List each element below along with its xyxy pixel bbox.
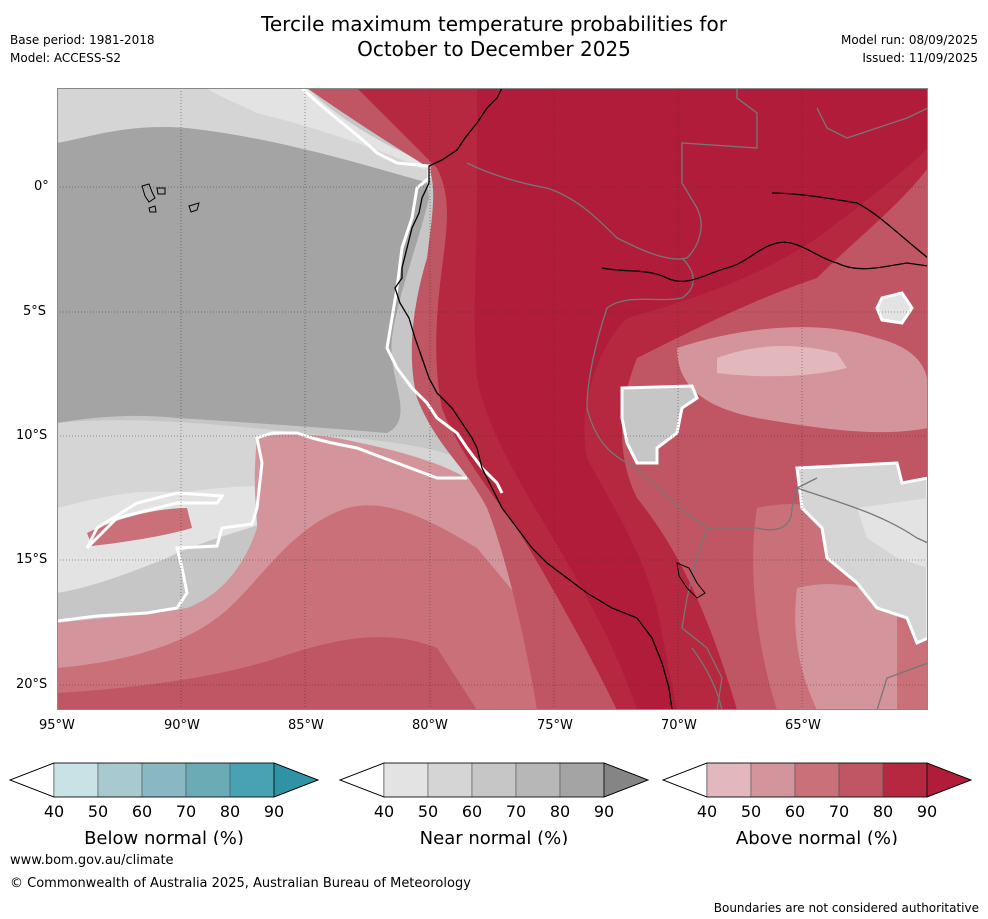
colorbar-below-tick-70: 70 bbox=[176, 802, 196, 821]
colorbar-below-tick-50: 50 bbox=[88, 802, 108, 821]
issued-date: Issued: 11/09/2025 bbox=[862, 51, 978, 65]
lat-label-15s: 15°S bbox=[16, 552, 48, 567]
colorbar-above-tick-50: 50 bbox=[741, 802, 761, 821]
above-normal-south-ocean-high bbox=[57, 637, 477, 710]
colorbar-below-tick-40: 40 bbox=[44, 802, 64, 821]
colorbar-above: 40 50 60 70 80 90 Above normal (%) bbox=[661, 762, 973, 845]
lake-titicaca bbox=[676, 562, 706, 599]
colorbar-below-bin-3 bbox=[141, 762, 187, 798]
colorbar-below-bin-5 bbox=[229, 762, 275, 798]
colorbar-above-tick-90: 90 bbox=[917, 802, 937, 821]
colorbar-above-bin-2 bbox=[750, 762, 796, 798]
colorbar-near-label: Near normal (%) bbox=[420, 828, 569, 845]
colorbar-near-bin-5 bbox=[559, 762, 605, 798]
colorbar-near-tick-70: 70 bbox=[506, 802, 526, 821]
probability-map bbox=[57, 88, 928, 710]
colorbar-below-bin-2 bbox=[97, 762, 143, 798]
lon-label-75w: 75°W bbox=[537, 718, 573, 733]
colorbar-above-tick-70: 70 bbox=[829, 802, 849, 821]
colorbar-near-extend-low bbox=[338, 762, 385, 798]
footer-disclaimer: Boundaries are not considered authoritat… bbox=[713, 901, 979, 915]
colorbar-near-bin-2 bbox=[427, 762, 473, 798]
colorbar-above-label: Above normal (%) bbox=[736, 828, 898, 845]
near-normal-lighter bbox=[207, 88, 429, 170]
lon-label-90w: 90°W bbox=[164, 718, 200, 733]
colorbar-legends: 40 50 60 70 80 90 Below normal (%) 40 50 60 70 80 90… bbox=[8, 762, 973, 845]
colorbar-above-bin-5 bbox=[882, 762, 928, 798]
lon-label-65w: 65°W bbox=[785, 718, 821, 733]
lon-label-70w: 70°W bbox=[661, 718, 697, 733]
lon-label-80w: 80°W bbox=[412, 718, 448, 733]
colorbar-above-bin-3 bbox=[794, 762, 840, 798]
colorbar-near-tick-90: 90 bbox=[594, 802, 614, 821]
colorbar-near: 40 50 60 70 80 90 Near normal (%) bbox=[338, 762, 650, 845]
map-title: Tercile maximum temperature probabilitie… bbox=[0, 12, 988, 62]
colorbar-below-tick-90: 90 bbox=[264, 802, 284, 821]
colorbar-above-tick-60: 60 bbox=[785, 802, 805, 821]
lon-label-85w: 85°W bbox=[288, 718, 324, 733]
colorbar-above-extend-high bbox=[926, 762, 973, 798]
colorbar-below-bin-4 bbox=[185, 762, 231, 798]
footer-url: www.bom.gov.au/climate bbox=[10, 853, 174, 868]
model-name: Model: ACCESS-S2 bbox=[10, 51, 122, 65]
lat-label-20s: 20°S bbox=[16, 677, 48, 692]
colorbar-below-label: Below normal (%) bbox=[84, 828, 244, 845]
graticule bbox=[57, 88, 928, 710]
lat-label-0: 0° bbox=[34, 179, 49, 194]
near-normal-blob bbox=[875, 291, 914, 325]
colorbar-below-extend-low bbox=[8, 762, 55, 798]
colorbar-above-extend-low bbox=[661, 762, 708, 798]
above-normal-patch bbox=[87, 508, 192, 546]
colorbar-near-tick-50: 50 bbox=[418, 802, 438, 821]
colorbar-near-bin-4 bbox=[515, 762, 561, 798]
above-normal-land-highest bbox=[474, 88, 928, 710]
colorbar-above-tick-40: 40 bbox=[697, 802, 717, 821]
galapagos-islands bbox=[141, 183, 200, 213]
lon-label-95w: 95°W bbox=[39, 718, 75, 733]
near-normal-east-patch bbox=[620, 384, 699, 465]
colorbar-below: 40 50 60 70 80 90 Below normal (%) bbox=[8, 762, 320, 845]
footer-copyright: © Commonwealth of Australia 2025, Austra… bbox=[10, 876, 471, 891]
title-line-1: Tercile maximum temperature probabilitie… bbox=[261, 12, 727, 36]
title-line-2: October to December 2025 bbox=[357, 37, 631, 61]
lat-label-5s: 5°S bbox=[23, 304, 47, 319]
colorbar-below-tick-60: 60 bbox=[132, 802, 152, 821]
coastline bbox=[394, 88, 928, 710]
national-boundaries bbox=[466, 88, 928, 710]
colorbar-near-bin-1 bbox=[383, 762, 429, 798]
near-normal-light bbox=[57, 88, 429, 183]
category-boundary-patch bbox=[85, 491, 225, 550]
near-normal-core bbox=[57, 123, 429, 433]
base-period: Base period: 1981-2018 bbox=[10, 33, 155, 47]
colorbar-below-bin-1 bbox=[53, 762, 99, 798]
above-normal-se-lighter bbox=[717, 346, 847, 377]
colorbar-near-tick-60: 60 bbox=[462, 802, 482, 821]
colorbar-below-extend-high bbox=[273, 762, 320, 798]
colorbar-below-tick-80: 80 bbox=[220, 802, 240, 821]
colorbar-near-tick-80: 80 bbox=[550, 802, 570, 821]
lat-label-10s: 10°S bbox=[16, 428, 48, 443]
colorbar-above-tick-80: 80 bbox=[873, 802, 893, 821]
colorbar-above-bin-4 bbox=[838, 762, 884, 798]
category-boundary-south bbox=[57, 431, 467, 623]
model-run: Model run: 08/09/2025 bbox=[840, 33, 978, 47]
colorbar-near-extend-high bbox=[603, 762, 650, 798]
above-normal-se-lowest bbox=[795, 584, 897, 710]
colorbar-near-bin-3 bbox=[471, 762, 517, 798]
colorbar-near-tick-40: 40 bbox=[374, 802, 394, 821]
colorbar-above-bin-1 bbox=[706, 762, 752, 798]
